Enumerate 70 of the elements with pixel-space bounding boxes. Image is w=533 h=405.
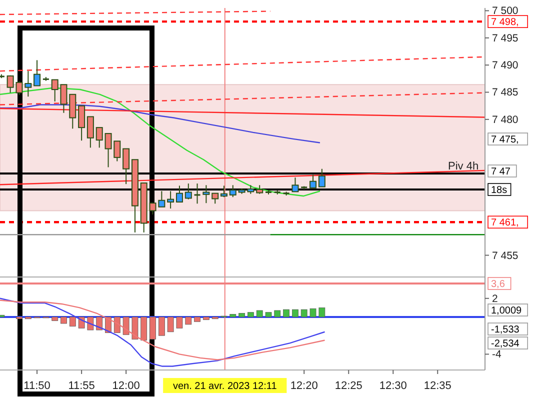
candlestick (229, 184, 236, 198)
bar (283, 309, 290, 318)
y-tick-label: 2 (492, 292, 498, 305)
bar (158, 316, 165, 336)
candlestick (69, 94, 76, 130)
bar (122, 316, 130, 335)
bar (230, 314, 236, 318)
bar (185, 316, 192, 325)
x-tick-label: 12:20 (290, 380, 318, 392)
y-tick-label: 7 495 (492, 32, 518, 44)
text: -2,534 (491, 338, 520, 350)
bar (140, 316, 148, 340)
bar (96, 316, 103, 330)
candlestick (122, 148, 130, 185)
ref-line-label: 3,6 (491, 279, 506, 290)
x-tick-label: 11:50 (24, 380, 50, 392)
candlestick (176, 185, 183, 203)
text: 7 47 (491, 166, 511, 178)
x-tick-label: 12:00 (112, 380, 140, 392)
y-tick-label: 7 455 (492, 250, 518, 262)
candlestick (202, 184, 210, 204)
x-tick-label: 11:55 (68, 380, 95, 392)
bar (318, 307, 326, 318)
bar (60, 316, 67, 324)
candlestick (78, 105, 86, 142)
bar (194, 316, 200, 322)
bar (150, 316, 156, 340)
x-tick-label: 12:30 (379, 380, 407, 392)
bar (167, 316, 174, 332)
candlestick (86, 116, 94, 148)
bar (274, 310, 281, 318)
candlestick (167, 190, 174, 210)
bar (114, 316, 120, 333)
bar (310, 308, 316, 318)
candlestick (194, 183, 202, 204)
candlestick (310, 174, 317, 188)
bar (256, 310, 263, 318)
candlestick (318, 168, 326, 188)
candlestick (292, 177, 299, 192)
annotation: Piv 4h (448, 160, 479, 172)
ref-line-label: 7 461, (491, 218, 519, 229)
y-tick-label: 7 485 (492, 86, 518, 99)
bar (202, 316, 210, 320)
bar (292, 309, 298, 318)
candlestick (34, 60, 41, 86)
text: 1,0009 (491, 306, 522, 316)
candlestick (212, 192, 219, 204)
bar (238, 313, 246, 318)
y-tick-label: 7 490 (492, 60, 518, 72)
bar (247, 312, 254, 318)
bar (52, 316, 58, 321)
bar (265, 312, 272, 318)
text: 7 475, (491, 134, 519, 146)
bar (300, 309, 308, 318)
candlestick (96, 127, 103, 148)
candlestick (24, 70, 32, 98)
ref-line-label: 18s (491, 185, 508, 196)
text: -1,533 (491, 324, 520, 336)
bar (132, 316, 138, 340)
y-tick-label: 7 480 (492, 114, 518, 126)
ref-line-label: ven. 21 avr. 2023 12:11 (172, 381, 278, 392)
bar (69, 316, 76, 326)
bar (176, 316, 183, 328)
x-tick-label: 12:35 (424, 380, 452, 392)
ref-line-label: 7 498, (491, 17, 519, 28)
candlestick (220, 185, 228, 198)
y-tick-label: 7 500 (492, 5, 518, 18)
y-tick-label: -4 (492, 348, 502, 361)
candlestick (184, 183, 192, 200)
x-tick-label: 12:25 (334, 380, 362, 392)
